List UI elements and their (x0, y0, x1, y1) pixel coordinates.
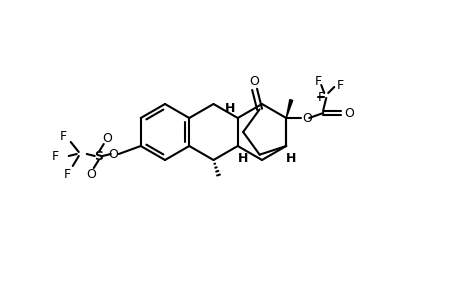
Text: O: O (302, 112, 312, 124)
Text: S: S (94, 149, 103, 163)
Polygon shape (285, 100, 292, 118)
Text: F: F (314, 74, 321, 88)
Text: O: O (101, 131, 112, 145)
Text: H: H (285, 152, 296, 164)
Text: F: F (60, 130, 67, 142)
Text: F: F (64, 167, 71, 181)
Text: O: O (249, 75, 259, 88)
Text: H: H (224, 101, 235, 115)
Text: H: H (237, 152, 247, 164)
Text: O: O (107, 148, 118, 160)
Text: O: O (86, 169, 95, 182)
Text: F: F (317, 91, 324, 103)
Text: F: F (336, 79, 343, 92)
Text: O: O (343, 106, 353, 119)
Text: F: F (52, 149, 59, 163)
